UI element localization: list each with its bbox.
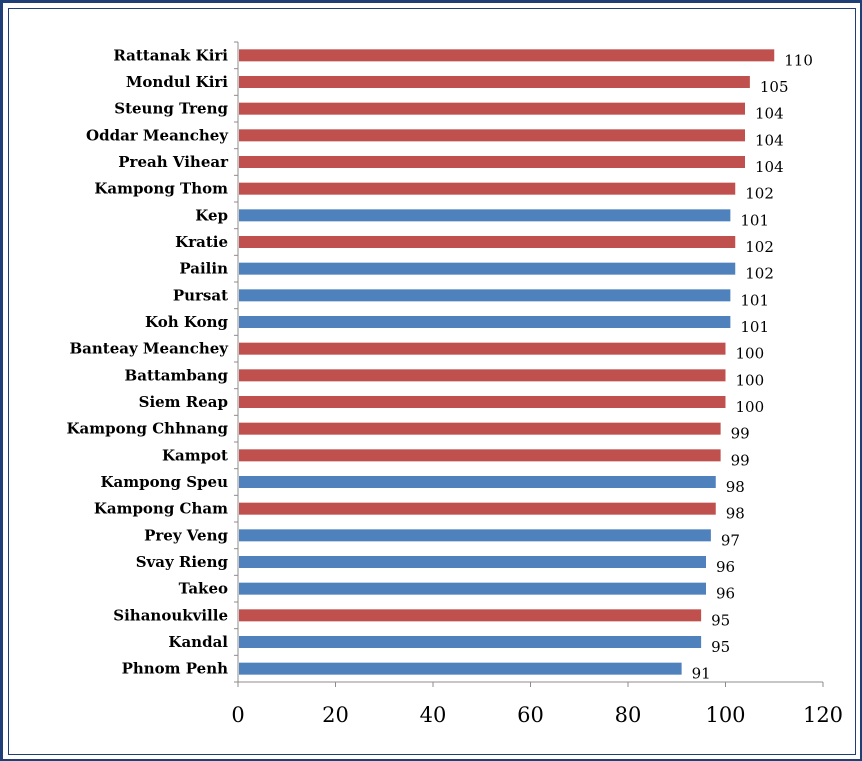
value-label: 104: [755, 131, 784, 149]
bar: [239, 396, 726, 408]
bar: [239, 182, 736, 195]
bar: [239, 316, 731, 328]
value-label: 95: [711, 638, 730, 656]
category-label: Oddar Meanchey: [86, 126, 229, 144]
category-label: Prey Veng: [144, 526, 228, 544]
category-label: Phnom Penh: [122, 660, 229, 678]
category-label: Mondul Kiri: [126, 73, 228, 91]
bar: [239, 209, 731, 222]
bar: [239, 76, 750, 88]
bar: [239, 529, 711, 542]
bar: [239, 476, 716, 488]
value-label: 101: [740, 291, 769, 309]
value-label: 95: [711, 611, 730, 629]
value-label: 102: [745, 238, 774, 256]
category-label: Steung Treng: [114, 100, 228, 118]
x-tick-label: 120: [803, 703, 843, 727]
x-tick-label: 100: [705, 703, 745, 727]
value-label: 105: [760, 78, 789, 96]
category-label: Takeo: [179, 580, 228, 598]
category-label: Kampong Chhnang: [66, 420, 228, 438]
value-label: 96: [716, 558, 735, 576]
category-label: Pailin: [179, 260, 228, 278]
bar: [239, 662, 682, 675]
x-tick-label: 20: [322, 703, 349, 727]
value-label: 110: [784, 51, 813, 69]
value-label: 99: [731, 425, 750, 443]
value-label: 96: [716, 585, 735, 603]
bar: [239, 636, 702, 648]
bar: [239, 422, 721, 435]
bar: [239, 262, 736, 275]
value-label: 100: [736, 398, 765, 416]
value-label: 101: [740, 211, 769, 229]
category-label: Kandal: [168, 633, 228, 651]
bar: [239, 502, 716, 515]
value-label: 100: [736, 345, 765, 363]
category-label: Koh Kong: [145, 313, 228, 331]
x-tick-label: 60: [517, 703, 544, 727]
bar: [239, 582, 706, 595]
value-label: 99: [731, 451, 750, 469]
axes: [234, 41, 824, 687]
value-label: 97: [721, 531, 740, 549]
bar: [239, 369, 726, 382]
category-label: Kampong Thom: [94, 180, 228, 198]
bar: [239, 236, 736, 248]
bar: [239, 49, 775, 62]
value-label: 91: [692, 665, 711, 683]
category-label: Kampot: [162, 446, 228, 464]
bar: [239, 342, 726, 355]
bars: [239, 49, 775, 675]
bar: [239, 289, 731, 302]
category-label: Sihanoukville: [113, 606, 228, 624]
bar: [239, 449, 721, 462]
bar: [239, 129, 745, 142]
bar: [239, 102, 745, 115]
value-label: 102: [745, 185, 774, 203]
x-tick-label: 40: [420, 703, 447, 727]
x-tick-labels: 0 20 40 60 80 100 120: [231, 703, 843, 727]
category-label: Kratie: [175, 233, 228, 251]
category-label: Siem Reap: [139, 393, 228, 411]
value-label: 104: [755, 105, 784, 123]
value-label: 100: [736, 371, 765, 389]
value-label: 101: [740, 318, 769, 336]
category-label: Kampong Speu: [100, 473, 228, 491]
category-labels: Rattanak Kiri Mondul Kiri Steung Treng Odda…: [66, 46, 229, 677]
category-label: Kep: [195, 206, 228, 224]
value-label: 102: [745, 265, 774, 283]
bar: [239, 609, 702, 622]
value-label: 98: [726, 478, 745, 496]
category-label: Pursat: [173, 286, 228, 304]
value-label: 104: [755, 158, 784, 176]
x-tick-label: 80: [615, 703, 642, 727]
value-label: 98: [726, 505, 745, 523]
category-label: Banteay Meanchey: [69, 340, 229, 358]
bar: [239, 156, 745, 168]
bar: [239, 556, 706, 568]
category-label: Kampong Cham: [94, 500, 228, 518]
category-label: Svay Rieng: [136, 553, 229, 571]
category-label: Preah Vihear: [118, 153, 229, 171]
category-label: Battambang: [125, 366, 229, 384]
category-label: Rattanak Kiri: [113, 46, 228, 64]
x-tick-label: 0: [231, 703, 244, 727]
value-labels: 110 105 104 104 104 102 101 102 102 101 101 100 100 1…: [692, 51, 813, 682]
chart-inner-border: [8, 8, 856, 755]
